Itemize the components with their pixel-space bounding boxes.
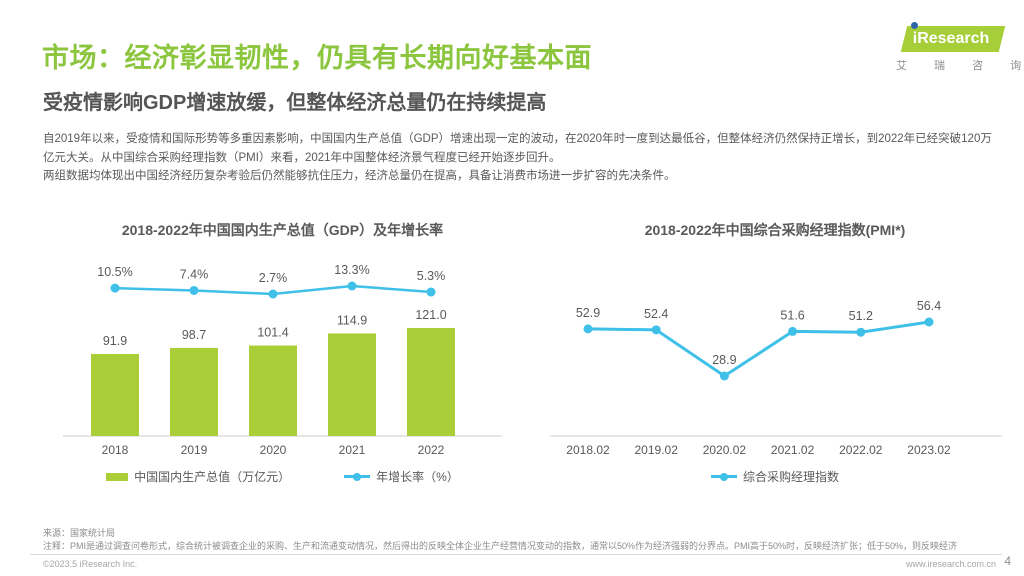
- website-url: www.iresearch.com.cn: [905, 559, 996, 569]
- pmi-chart-canvas: 52.9 2018.02 52.4 2019.02 28.9 2020.02 51.6 202…: [550, 299, 1002, 457]
- growth-point: [110, 283, 120, 293]
- pmi-value: 52.9: [576, 306, 600, 320]
- logo-mark: iResearch: [898, 22, 1006, 52]
- intro-paragraphs: 自2019年以来，受疫情和国际形势等多重因素影响，中国国内生产总值（GDP）增速…: [43, 130, 995, 186]
- pmi-value: 51.6: [780, 308, 804, 322]
- page-number: 4: [1004, 554, 1011, 568]
- growth-value: 2.7%: [259, 271, 288, 285]
- footer-divider: [30, 554, 1002, 555]
- legend-item-gdp: 中国国内生产总值（万亿元）: [106, 468, 290, 485]
- growth-value: 10.5%: [97, 265, 132, 279]
- x-axis-label: 2023.02: [907, 443, 951, 457]
- gdp-chart-canvas: 91.9 2018 98.7 2019 101.4 2020 114.9 2021 121.0 2…: [63, 263, 502, 457]
- copyright-text: ©2023.5 iResearch Inc.: [43, 559, 138, 569]
- x-axis-label: 2018.02: [566, 443, 610, 457]
- growth-point: [268, 289, 278, 299]
- pmi-point: [651, 325, 661, 335]
- page-subtitle: 受疫情影响GDP增速放缓，但整体经济总量仍在持续提高: [43, 92, 547, 114]
- gdp-bar-value: 121.0: [415, 308, 446, 322]
- pmi-point: [788, 326, 798, 336]
- gdp-bar-value: 101.4: [257, 325, 288, 339]
- growth-point: [347, 281, 357, 291]
- pmi-value: 56.4: [917, 299, 941, 313]
- legend-label-pmi: 综合采购经理指数: [742, 470, 839, 484]
- legend-item-growth: 年增长率（%）: [344, 468, 459, 485]
- growth-value: 7.4%: [180, 267, 209, 281]
- intro-paragraph-1: 自2019年以来，受疫情和国际形势等多重因素影响，中国国内生产总值（GDP）增速…: [43, 133, 992, 164]
- gdp-chart-title: 2018-2022年中国国内生产总值（GDP）及年增长率: [121, 222, 444, 238]
- bar-swatch-icon: [106, 472, 129, 481]
- gdp-bar-value: 98.7: [182, 328, 206, 342]
- growth-point: [426, 287, 436, 297]
- gdp-bar: [91, 353, 139, 436]
- growth-point: [189, 285, 199, 295]
- growth-value: 13.3%: [334, 263, 369, 277]
- x-axis-label: 2020: [260, 443, 287, 457]
- intro-paragraph-2: 两组数据均体现出中国经济经历复杂考验后仍然能够抗住压力，经济总量仍在提高，具备让…: [43, 170, 676, 182]
- footnote: 注释：PMI是通过调查问卷形式，综合统计被调查企业的采购、生产和流通变动情况，然…: [43, 541, 958, 551]
- pmi-point: [924, 317, 934, 327]
- legend-label-growth: 年增长率（%）: [376, 470, 459, 484]
- pmi-line: [587, 320, 930, 378]
- line-swatch-icon: [344, 472, 371, 481]
- x-axis-label: 2019: [181, 443, 208, 457]
- x-axis-label: 2022.02: [839, 443, 883, 457]
- pmi-value: 51.2: [849, 309, 873, 323]
- pmi-value: 28.9: [712, 353, 736, 367]
- x-axis-label: 2019.02: [635, 443, 679, 457]
- legend-label-gdp: 中国国内生产总值（万亿元）: [134, 470, 291, 484]
- pmi-point: [856, 327, 866, 337]
- logo-brand-text: iResearch: [912, 30, 990, 47]
- x-axis-label: 2021.02: [771, 443, 815, 457]
- pmi-point: [583, 324, 593, 334]
- logo-i-dot-icon: [911, 22, 918, 29]
- legend-item-pmi: 综合采购经理指数: [710, 468, 839, 485]
- gdp-bar-value: 114.9: [337, 313, 367, 327]
- growth-value: 5.3%: [417, 269, 446, 283]
- pmi-chart: 2018-2022年中国综合采购经理指数(PMI*) 52.9 2018.02 52…: [540, 220, 1010, 485]
- gdp-chart: 2018-2022年中国国内生产总值（GDP）及年增长率 91.9 2018 98.…: [55, 220, 510, 485]
- pmi-point: [719, 371, 729, 381]
- x-axis-label: 2018: [102, 443, 129, 457]
- x-axis-label: 2021: [339, 443, 366, 457]
- iresearch-logo: iResearch 艾 瑞 咨 询: [888, 22, 1024, 73]
- pmi-value: 52.4: [644, 307, 668, 321]
- line-swatch-icon: [710, 472, 737, 481]
- logo-brand-chinese: 艾 瑞 咨 询: [896, 60, 1024, 72]
- gdp-bar-value: 91.9: [103, 334, 127, 348]
- gdp-chart-legend: 中国国内生产总值（万亿元） 年增长率（%）: [55, 468, 510, 485]
- pmi-chart-legend: 综合采购经理指数: [540, 468, 1010, 485]
- page-title: 市场：经济彰显韧性，仍具有长期向好基本面: [42, 43, 592, 73]
- gdp-bar: [249, 345, 297, 436]
- x-axis-label: 2020.02: [703, 443, 747, 457]
- gdp-bar: [407, 328, 455, 436]
- gdp-bar: [170, 347, 218, 436]
- pmi-chart-title: 2018-2022年中国综合采购经理指数(PMI*): [644, 222, 906, 238]
- source-note: 来源：国家统计局: [43, 528, 116, 538]
- x-axis-label: 2022: [418, 443, 445, 457]
- gdp-bar: [328, 333, 376, 436]
